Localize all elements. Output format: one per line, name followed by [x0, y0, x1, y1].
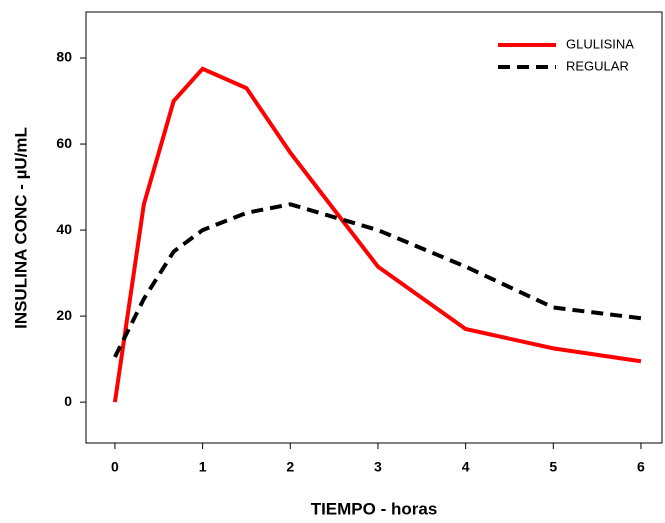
data-line	[112, 66, 642, 403]
x-tick-label: 4	[462, 459, 470, 475]
x-tick-label: 1	[199, 459, 207, 475]
x-tick-label: 2	[286, 459, 294, 475]
x-tick-label: 6	[637, 459, 645, 475]
legend-label: GLULISINA	[566, 36, 634, 51]
x-tick-label: 5	[549, 459, 557, 475]
y-tick-label: 0	[64, 393, 72, 409]
x-axis-label: TIEMPO - horas	[311, 499, 438, 518]
legend-label: REGULAR	[566, 58, 629, 73]
plot-frame	[85, 11, 663, 444]
data-line	[113, 202, 642, 358]
y-tick-label: 40	[56, 221, 72, 237]
y-axis-label: INSULINA CONC - µU/mL	[11, 127, 30, 329]
y-tick-label: 20	[56, 307, 72, 323]
y-tick-label: 60	[56, 135, 72, 151]
x-tick-label: 3	[374, 459, 382, 475]
x-tick-label: 0	[111, 459, 119, 475]
y-tick-label: 80	[56, 49, 72, 65]
